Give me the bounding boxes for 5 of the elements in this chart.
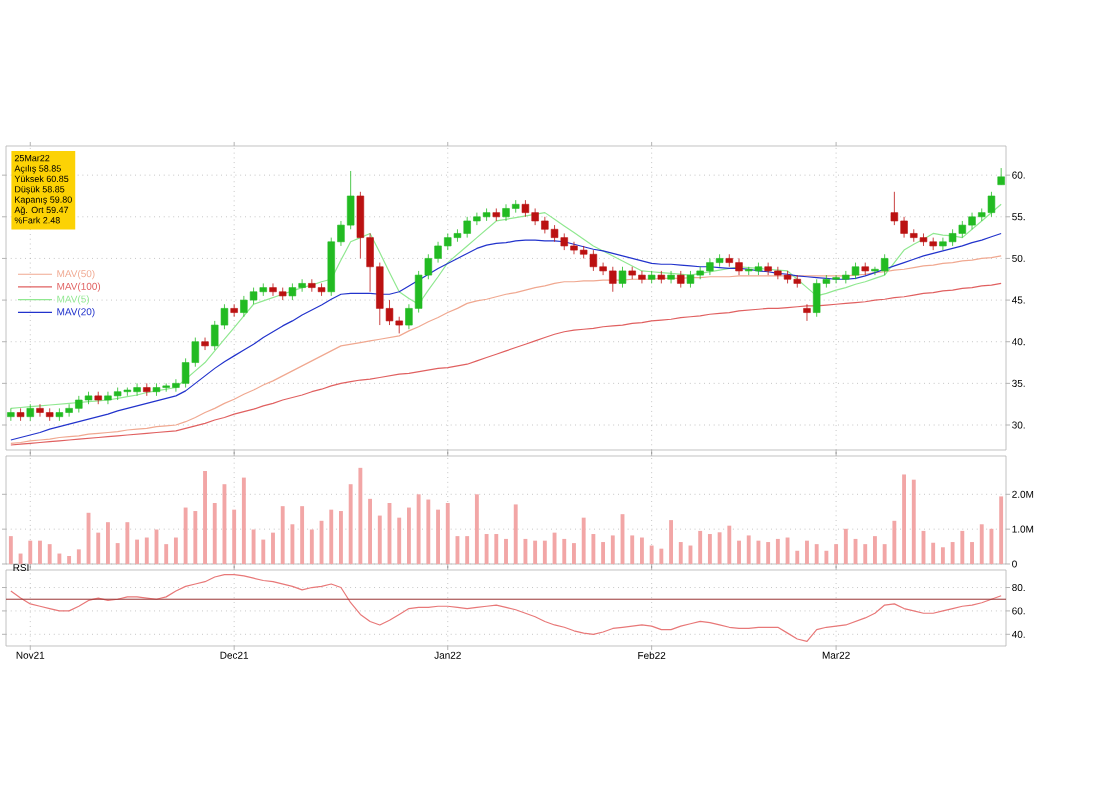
candlestick [7, 407, 15, 422]
candlestick [201, 337, 209, 351]
candlestick [803, 303, 811, 322]
candlestick [667, 270, 675, 284]
candlestick [618, 266, 627, 288]
